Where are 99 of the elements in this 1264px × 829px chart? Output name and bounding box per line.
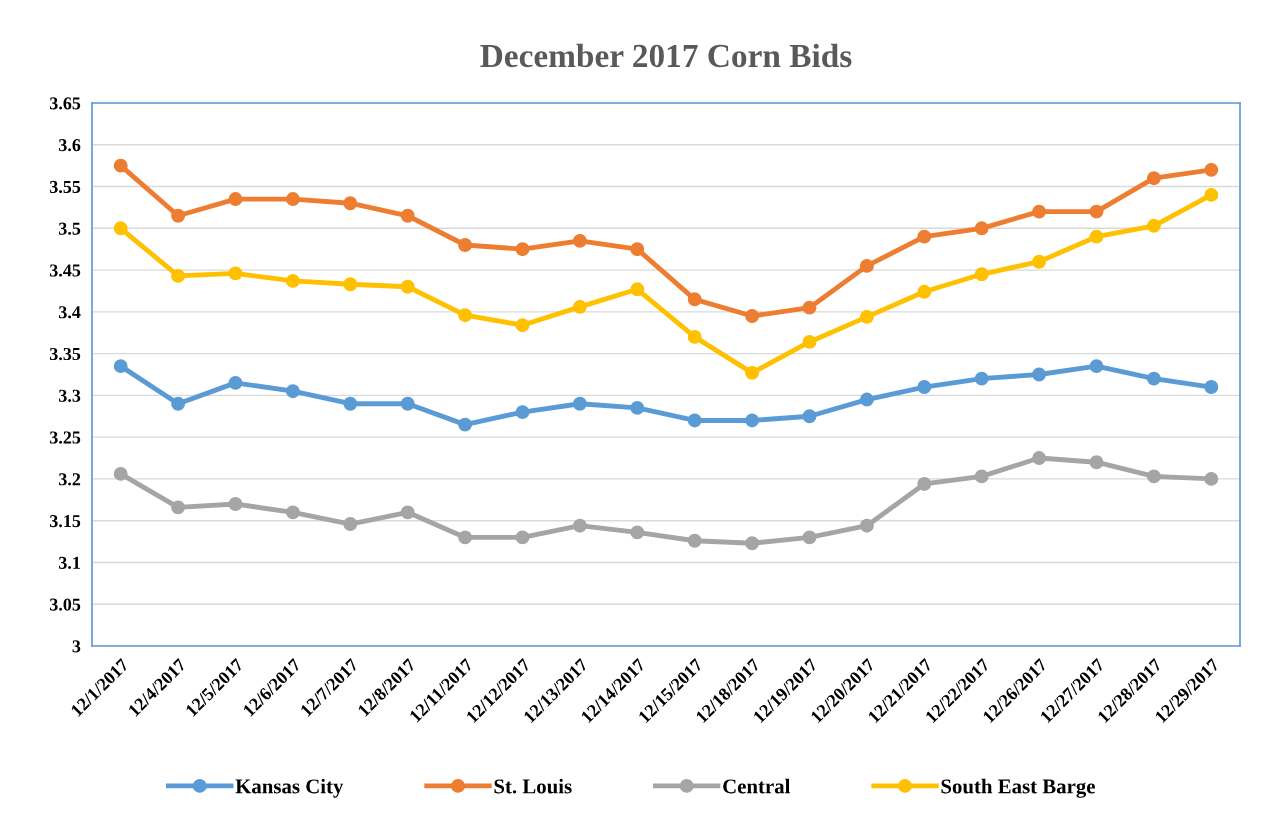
- point: [802, 409, 817, 424]
- point: [285, 273, 300, 288]
- y-tick-label: 3.55: [49, 180, 81, 194]
- point: [1146, 171, 1161, 186]
- point: [1146, 469, 1161, 484]
- point: [974, 371, 989, 386]
- point: [630, 242, 645, 257]
- point: [974, 267, 989, 282]
- point: [1146, 218, 1161, 233]
- point: [228, 266, 243, 281]
- y-tick-label: 3.6: [59, 139, 81, 152]
- point: [400, 396, 415, 411]
- point: [1032, 204, 1047, 219]
- legend-label: St. Louis: [494, 778, 572, 794]
- legend-label: South East Barge: [941, 778, 1095, 798]
- point: [400, 279, 415, 294]
- point: [1032, 254, 1047, 269]
- point: [745, 309, 760, 323]
- point: [1032, 451, 1047, 465]
- y-tick-label: 3.35: [49, 347, 81, 361]
- point: [515, 530, 530, 545]
- point: [113, 221, 128, 236]
- legend-label: Kansas City: [235, 778, 344, 798]
- point: [458, 308, 473, 323]
- point: [1204, 187, 1219, 202]
- point: [745, 365, 760, 380]
- y-tick-label: 3.5: [59, 222, 81, 235]
- point: [687, 292, 702, 307]
- point: [228, 497, 243, 511]
- point: [572, 396, 587, 411]
- chart-title: December 2017 Corn Bids: [480, 43, 852, 68]
- point: [1089, 359, 1104, 374]
- point: [917, 476, 932, 491]
- point: [1204, 471, 1219, 486]
- point: [1146, 371, 1161, 386]
- point: [113, 359, 128, 374]
- point: [1204, 380, 1219, 394]
- point: [1032, 367, 1047, 382]
- point: [1089, 204, 1104, 219]
- y-tick-label: 3.3: [59, 389, 81, 402]
- point: [859, 309, 874, 324]
- point: [745, 413, 760, 428]
- point: [400, 208, 415, 223]
- point: [343, 517, 358, 531]
- y-tick-label: 3.05: [49, 598, 81, 611]
- point: [572, 518, 587, 533]
- point: [285, 505, 300, 520]
- point: [974, 221, 989, 236]
- point: [1089, 455, 1104, 470]
- point: [1204, 162, 1219, 177]
- legend-label: Central: [723, 778, 791, 794]
- y-tick-label: 3: [72, 640, 81, 653]
- point: [630, 400, 645, 415]
- point: [228, 192, 243, 207]
- point: [171, 500, 186, 515]
- y-tick-label: 3.65: [49, 97, 81, 110]
- point: [917, 380, 932, 394]
- point: [859, 518, 874, 533]
- point: [515, 242, 530, 257]
- point: [859, 392, 874, 407]
- point: [572, 233, 587, 248]
- point: [343, 277, 358, 292]
- point: [802, 334, 817, 349]
- y-tick-label: 3.45: [49, 264, 81, 277]
- point: [802, 530, 817, 545]
- y-tick-label: 3.25: [49, 431, 81, 444]
- point: [285, 384, 300, 399]
- point: [802, 300, 817, 315]
- point: [113, 466, 128, 481]
- point: [917, 284, 932, 299]
- point: [1089, 229, 1104, 244]
- point: [687, 413, 702, 428]
- point: [687, 329, 702, 344]
- point: [859, 258, 874, 273]
- point: [400, 505, 415, 520]
- y-tick-label: 3.4: [59, 306, 81, 319]
- y-tick-label: 3.15: [49, 515, 81, 528]
- point: [630, 282, 645, 297]
- point: [572, 299, 587, 314]
- point: [515, 318, 530, 333]
- y-tick-label: 3.1: [59, 556, 80, 569]
- point: [343, 396, 358, 411]
- point: [458, 417, 473, 432]
- point: [515, 405, 530, 420]
- point: [745, 536, 760, 551]
- point: [171, 208, 186, 223]
- point: [228, 375, 243, 390]
- point: [687, 533, 702, 548]
- point: [285, 192, 300, 207]
- point: [343, 196, 358, 211]
- point: [171, 268, 186, 283]
- y-tick-label: 3.2: [59, 473, 81, 486]
- point: [630, 525, 645, 540]
- point: [458, 530, 473, 545]
- point: [974, 469, 989, 484]
- point: [458, 238, 473, 252]
- point: [171, 396, 186, 411]
- point: [917, 229, 932, 244]
- point: [113, 158, 128, 173]
